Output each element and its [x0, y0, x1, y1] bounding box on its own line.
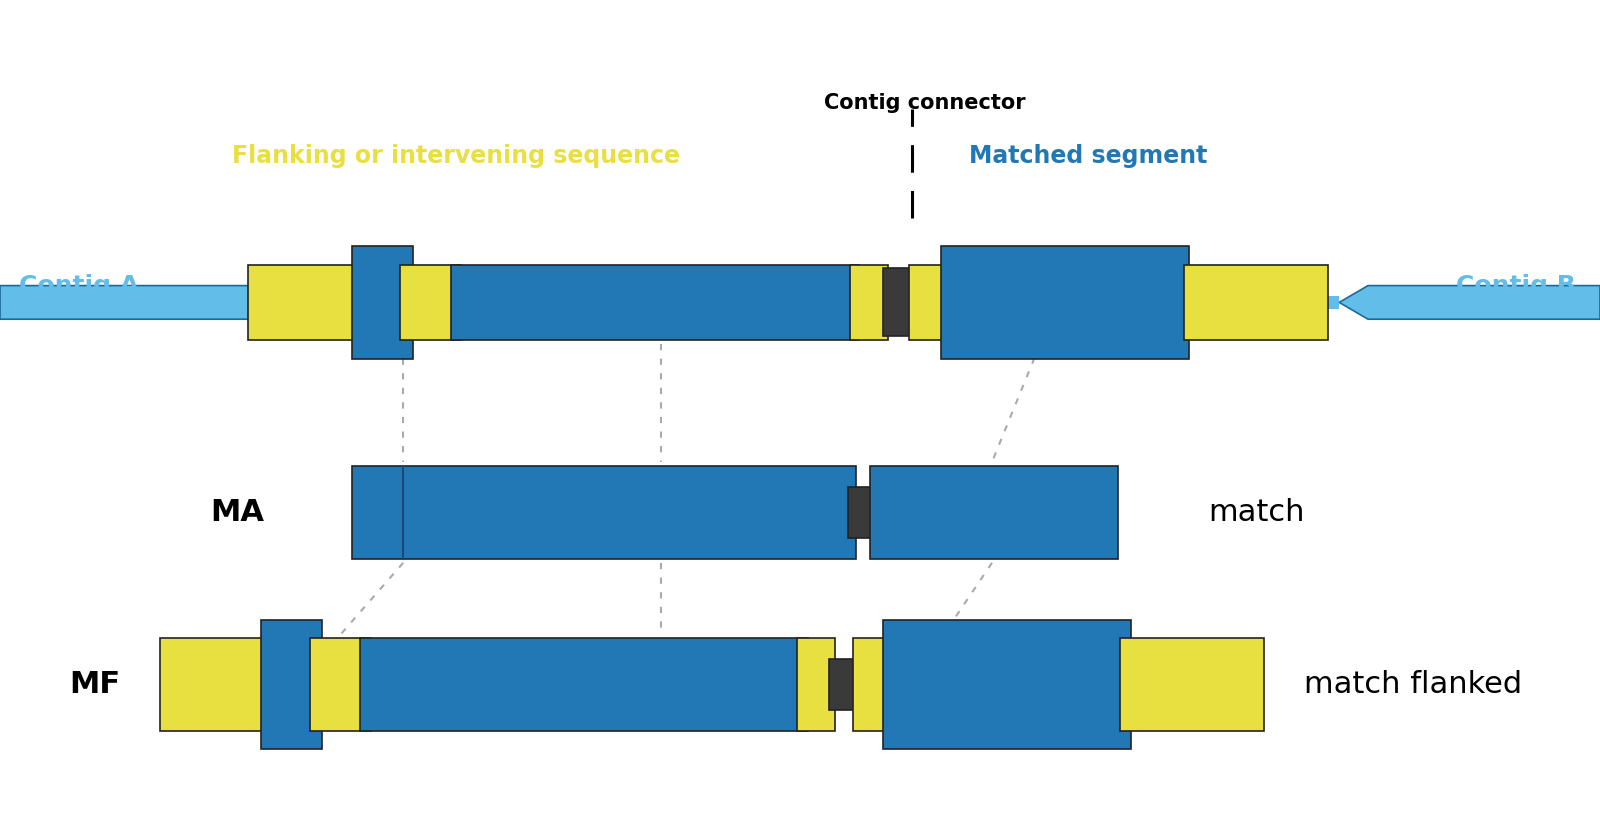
- Text: MF: MF: [69, 670, 120, 699]
- Bar: [941, 245, 1189, 359]
- Text: match flanked: match flanked: [1304, 670, 1522, 699]
- Bar: [853, 638, 891, 731]
- Bar: [1120, 638, 1264, 731]
- Bar: [248, 265, 368, 340]
- Bar: [400, 265, 461, 340]
- Text: MA: MA: [210, 498, 264, 527]
- Text: Contig connector: Contig connector: [824, 93, 1026, 113]
- Bar: [160, 638, 272, 731]
- Bar: [261, 620, 322, 749]
- Bar: [909, 265, 947, 340]
- Text: match: match: [1208, 498, 1304, 527]
- Bar: [848, 487, 877, 538]
- Bar: [883, 620, 1131, 749]
- Text: Flanking or intervening sequence: Flanking or intervening sequence: [232, 144, 680, 168]
- Bar: [360, 638, 808, 731]
- Text: Matched segment: Matched segment: [970, 144, 1206, 168]
- Bar: [310, 638, 371, 731]
- Bar: [352, 466, 856, 559]
- Text: Contig B: Contig B: [1456, 274, 1576, 297]
- Polygon shape: [0, 286, 277, 319]
- Bar: [797, 638, 835, 731]
- Bar: [850, 265, 888, 340]
- Bar: [883, 268, 912, 336]
- Bar: [451, 265, 859, 340]
- Bar: [277, 296, 1339, 309]
- Bar: [829, 659, 858, 710]
- Bar: [870, 466, 1118, 559]
- Bar: [352, 245, 413, 359]
- Text: Contig A: Contig A: [19, 274, 139, 297]
- Polygon shape: [1339, 286, 1600, 319]
- Bar: [1184, 265, 1328, 340]
